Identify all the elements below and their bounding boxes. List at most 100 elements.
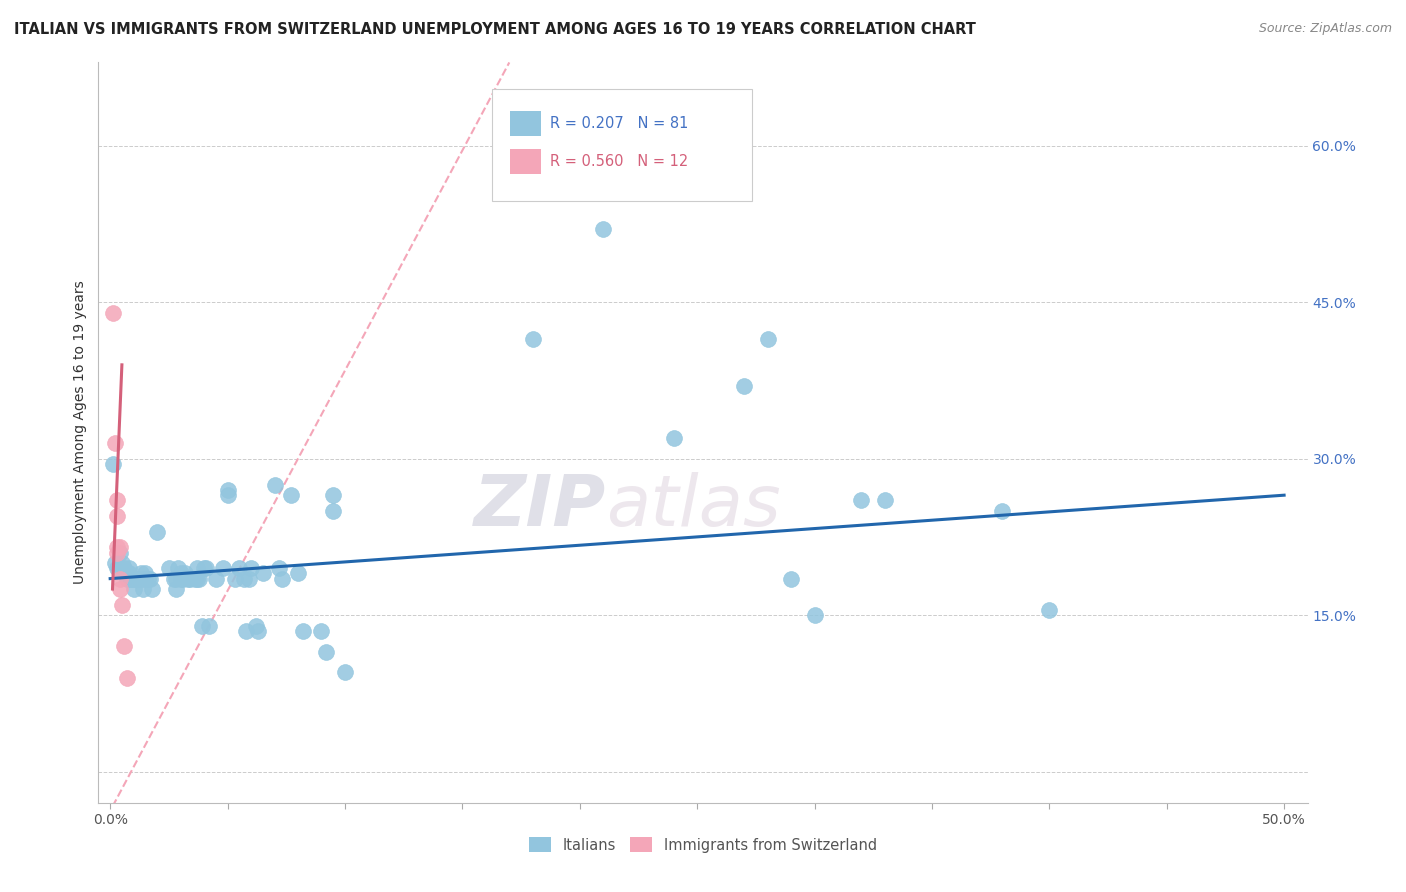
Point — [322, 488, 344, 502]
Point — [186, 561, 208, 575]
Point — [125, 572, 148, 586]
Point — [112, 640, 135, 654]
Text: R = 0.207   N = 81: R = 0.207 N = 81 — [550, 117, 688, 131]
Point — [733, 378, 755, 392]
Point — [183, 572, 205, 586]
Point — [311, 624, 333, 638]
Point — [188, 572, 211, 586]
Point — [162, 572, 184, 586]
Point — [238, 572, 260, 586]
Point — [129, 566, 152, 581]
Point — [235, 624, 257, 638]
Point — [780, 572, 803, 586]
Point — [217, 488, 239, 502]
Point — [129, 572, 152, 586]
Point — [172, 572, 194, 586]
Point — [245, 618, 267, 632]
Point — [120, 572, 142, 586]
Point — [111, 556, 134, 570]
Point — [104, 436, 127, 450]
Point — [165, 582, 187, 596]
Point — [134, 572, 156, 586]
Point — [111, 598, 134, 612]
Point — [105, 561, 128, 575]
Point — [118, 561, 141, 575]
Text: R = 0.560   N = 12: R = 0.560 N = 12 — [550, 154, 688, 169]
Point — [120, 572, 142, 586]
Point — [108, 541, 131, 555]
Point — [132, 582, 155, 596]
Point — [190, 618, 212, 632]
Point — [122, 582, 145, 596]
Point — [101, 457, 124, 471]
Point — [176, 572, 198, 586]
Point — [315, 644, 337, 658]
Point — [186, 572, 208, 586]
Point — [115, 572, 138, 586]
Point — [157, 561, 180, 575]
Point — [165, 572, 187, 586]
Point — [263, 477, 285, 491]
Point — [756, 332, 779, 346]
Point — [333, 665, 356, 680]
Point — [105, 541, 128, 555]
Point — [269, 561, 291, 575]
Point — [291, 624, 314, 638]
Y-axis label: Unemployment Among Ages 16 to 19 years: Unemployment Among Ages 16 to 19 years — [73, 281, 87, 584]
Point — [252, 566, 274, 581]
Legend: Italians, Immigrants from Switzerland: Italians, Immigrants from Switzerland — [523, 831, 883, 858]
Point — [212, 561, 235, 575]
Point — [108, 545, 131, 559]
Text: Source: ZipAtlas.com: Source: ZipAtlas.com — [1258, 22, 1392, 36]
Point — [197, 618, 219, 632]
Text: ZIP: ZIP — [474, 472, 606, 541]
Point — [522, 332, 544, 346]
Point — [217, 483, 239, 497]
Point — [127, 572, 149, 586]
Point — [322, 504, 344, 518]
Point — [803, 608, 825, 623]
Point — [280, 488, 302, 502]
Text: atlas: atlas — [606, 472, 780, 541]
Point — [105, 493, 128, 508]
Point — [204, 572, 226, 586]
Point — [287, 566, 309, 581]
Point — [851, 493, 873, 508]
Point — [179, 572, 201, 586]
Text: ITALIAN VS IMMIGRANTS FROM SWITZERLAND UNEMPLOYMENT AMONG AGES 16 TO 19 YEARS CO: ITALIAN VS IMMIGRANTS FROM SWITZERLAND U… — [14, 22, 976, 37]
Point — [122, 572, 145, 586]
Point — [136, 572, 159, 586]
Point — [270, 572, 292, 586]
Point — [873, 493, 896, 508]
Point — [108, 582, 131, 596]
Point — [1038, 603, 1060, 617]
Point — [240, 561, 263, 575]
Point — [991, 504, 1014, 518]
Point — [115, 671, 138, 685]
Point — [111, 561, 134, 575]
Point — [193, 561, 215, 575]
Point — [112, 561, 135, 575]
Point — [224, 572, 246, 586]
Point — [146, 524, 169, 539]
Point — [108, 572, 131, 586]
Point — [105, 545, 128, 559]
Point — [233, 572, 256, 586]
Point — [118, 566, 141, 581]
Point — [167, 561, 190, 575]
Point — [169, 572, 191, 586]
Point — [141, 582, 163, 596]
Point — [105, 509, 128, 524]
Point — [174, 566, 197, 581]
Point — [228, 561, 250, 575]
Point — [195, 561, 218, 575]
Point — [115, 566, 138, 581]
Point — [662, 431, 685, 445]
Point — [139, 572, 162, 586]
Point — [592, 222, 614, 236]
Point — [104, 556, 127, 570]
Point — [134, 566, 156, 581]
Point — [122, 572, 145, 586]
Point — [169, 566, 191, 581]
Point — [247, 624, 270, 638]
